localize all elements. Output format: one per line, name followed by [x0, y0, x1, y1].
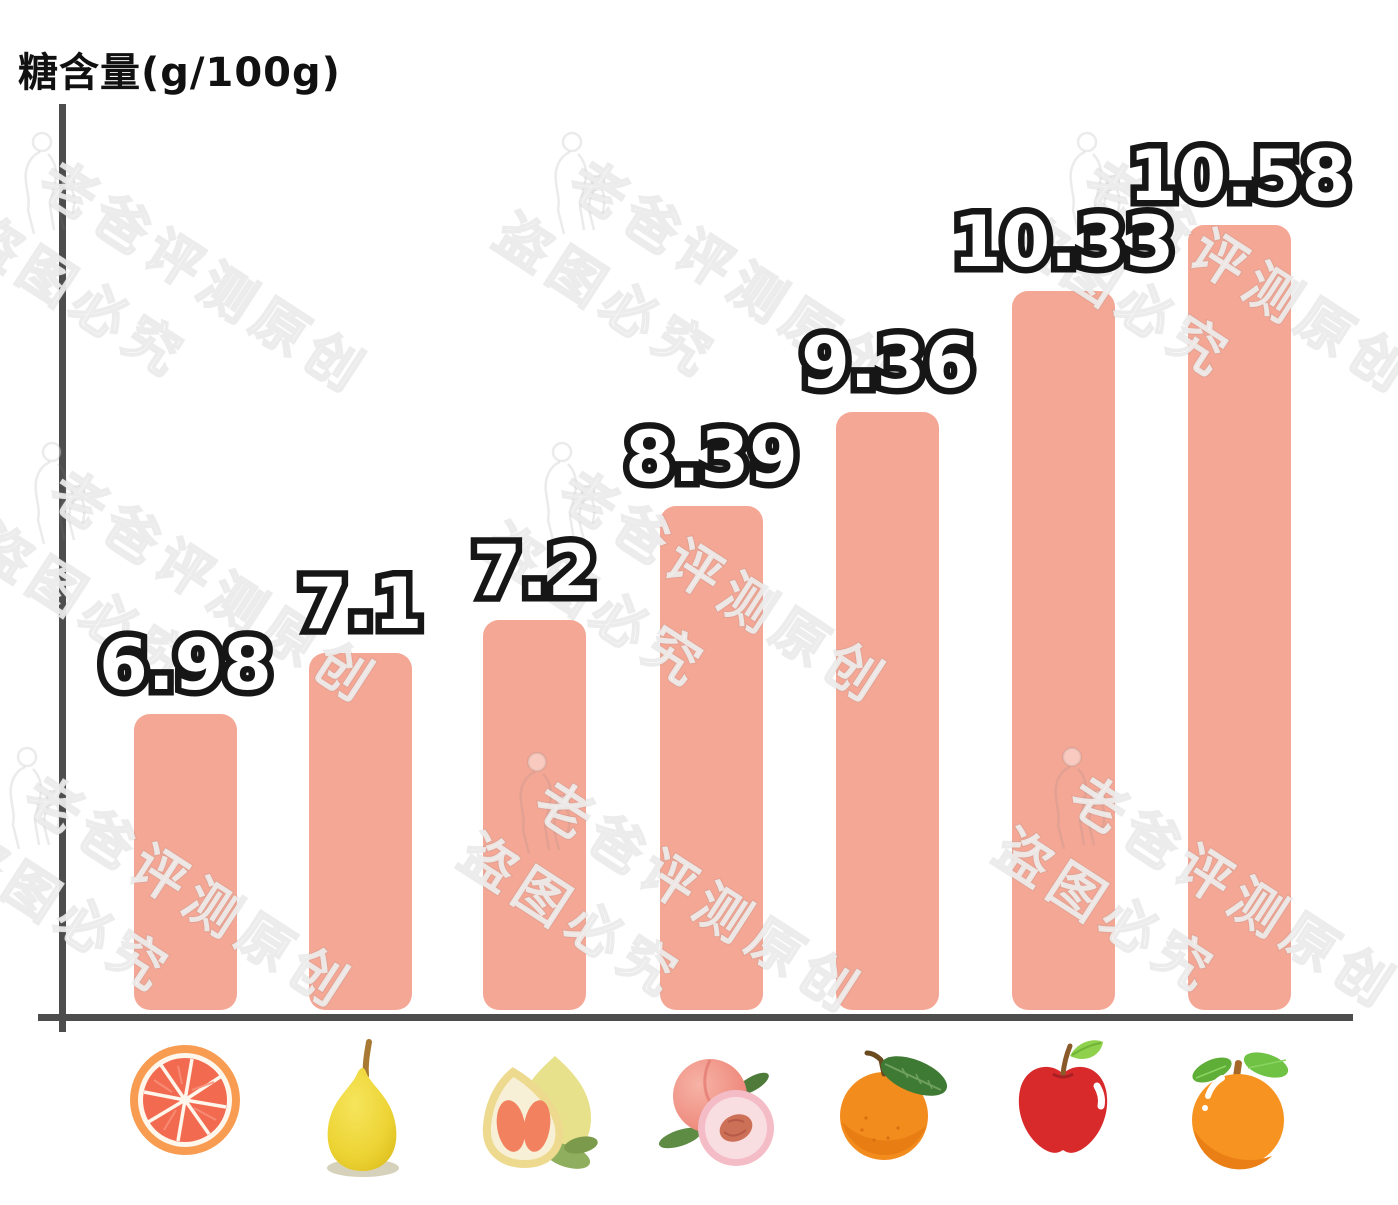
- bar-value-label: 9.36: [728, 318, 1048, 408]
- bar-tangerine: [836, 412, 939, 1010]
- adult-child-silhouette-icon: [24, 131, 76, 235]
- y-axis-line: [59, 104, 66, 1032]
- apple-icon: [998, 1032, 1128, 1182]
- bar-value-label: 10.58: [1080, 131, 1398, 221]
- bar-apple: [1012, 291, 1115, 1010]
- orange-icon: [1174, 1032, 1304, 1182]
- chart-title: 糖含量(g/100g): [18, 50, 341, 96]
- bar-grapefruit: [134, 714, 237, 1010]
- bar-value-label: 7.2: [375, 526, 695, 616]
- grapefruit-icon: [120, 1032, 250, 1182]
- watermark-text-line2: 盗图必究: [0, 201, 200, 393]
- tangerine-icon: [822, 1032, 952, 1182]
- bar-value-label: 10.33: [904, 197, 1224, 287]
- pear-icon: [295, 1032, 425, 1182]
- bar-pear: [309, 653, 412, 1010]
- adult-child-silhouette-icon: [554, 131, 606, 235]
- watermark-text-line1: 老爸评测原创: [28, 148, 381, 409]
- adult-child-silhouette-icon: [9, 746, 61, 850]
- peach-icon: [646, 1032, 776, 1182]
- adult-child-silhouette-icon: [34, 441, 86, 545]
- bar-pomelo: [483, 620, 586, 1010]
- pomelo-icon: [469, 1032, 599, 1182]
- x-axis-line: [38, 1014, 1353, 1021]
- watermark-cluster: 老爸评测原创 盗图必究: [0, 130, 450, 490]
- bar-value-label: 8.39: [552, 412, 872, 502]
- bar-orange: [1188, 225, 1291, 1010]
